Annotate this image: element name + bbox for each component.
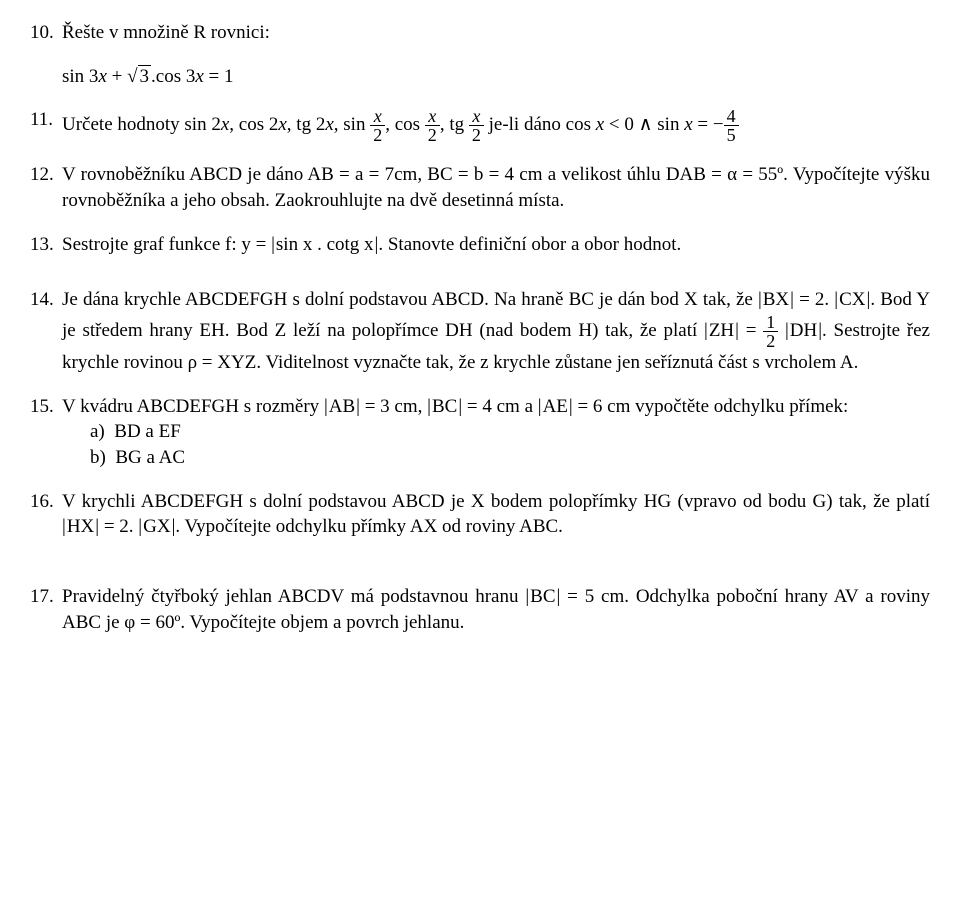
text: V krychli ABCDEFGH s dolní podstavou ABC…: [62, 491, 930, 512]
problem-content: Je dána krychle ABCDEFGH s dolní podstav…: [62, 287, 930, 375]
text: sin 2: [184, 114, 220, 135]
eq-part: = 1: [204, 66, 234, 87]
text: =: [739, 320, 763, 341]
text: je-li dáno: [484, 114, 566, 135]
sub-text: BG a AC: [115, 447, 185, 468]
problem-17: 17. Pravidelný čtyřboký jehlan ABCDV má …: [30, 584, 930, 635]
text: Pravidelný čtyřboký jehlan ABCDV má pods…: [62, 586, 525, 607]
abs-content: AE: [542, 396, 569, 417]
eq-part: +: [107, 66, 127, 87]
text: , tg 2: [287, 114, 326, 135]
problem-number: 13.: [30, 232, 62, 258]
problem-content: Sestrojte graf funkce f: y = |sin x . co…: [62, 232, 930, 258]
var: x: [278, 114, 286, 135]
problem-content: V krychli ABCDEFGH s dolní podstavou ABC…: [62, 489, 930, 540]
problem-14: 14. Je dána krychle ABCDEFGH s dolní pod…: [30, 287, 930, 375]
frac-bot: 2: [370, 126, 385, 144]
sub-text: BD a EF: [114, 421, 181, 442]
fraction: x2: [469, 107, 484, 144]
problem-13: 13. Sestrojte graf funkce f: y = |sin x …: [30, 232, 930, 258]
abs-content: BX: [762, 289, 790, 310]
problem-content: Pravidelný čtyřboký jehlan ABCDV má pods…: [62, 584, 930, 635]
sqrt: 3: [127, 64, 151, 90]
text: , cos: [385, 114, 425, 135]
abs-content: BC: [431, 396, 458, 417]
text: , sin: [334, 114, 370, 135]
problem-11: 11. Určete hodnoty sin 2x, cos 2x, tg 2x…: [30, 107, 930, 144]
frac-bot: 5: [724, 126, 739, 144]
var: x: [325, 114, 333, 135]
var: x: [596, 114, 604, 135]
eq-part: .cos 3: [151, 66, 195, 87]
frac-top: 4: [724, 107, 739, 126]
text: < 0 ∧ sin: [604, 114, 684, 135]
fraction: x2: [425, 107, 440, 144]
frac-top: x: [469, 107, 484, 126]
eq-part: sin 3: [62, 66, 98, 87]
eq-var: x: [195, 66, 203, 87]
problem-number: 12.: [30, 162, 62, 213]
sub-item-b: b) BG a AC: [90, 445, 930, 471]
frac-top: 1: [763, 313, 778, 332]
abs-content: CX: [838, 289, 866, 310]
problem-text: V rovnoběžníku ABCD je dáno AB = a = 7cm…: [62, 162, 930, 213]
problem-number: 17.: [30, 584, 62, 635]
eq-var: x: [98, 66, 106, 87]
abs-content: HX: [66, 516, 95, 537]
problem-number: 11.: [30, 107, 62, 144]
abs-content: BC: [529, 586, 556, 607]
text: = −: [693, 114, 724, 135]
sub-label: b): [90, 447, 106, 468]
problem-15: 15. V kvádru ABCDEFGH s rozměry |AB| = 3…: [30, 394, 930, 471]
frac-bot: 2: [425, 126, 440, 144]
text: . Vypočítejte odchylku přímky AX od rovi…: [175, 516, 563, 537]
text: Sestrojte graf funkce f: y =: [62, 234, 271, 255]
text: = 3 cm,: [360, 396, 427, 417]
text: = 4 cm a: [462, 396, 538, 417]
text: , tg: [440, 114, 469, 135]
text: Určete hodnoty: [62, 114, 184, 135]
fraction: x2: [370, 107, 385, 144]
text: , cos 2: [229, 114, 278, 135]
problem-number: 16.: [30, 489, 62, 540]
problem-12: 12. V rovnoběžníku ABCD je dáno AB = a =…: [30, 162, 930, 213]
problem-number: 14.: [30, 287, 62, 375]
fraction: 12: [763, 313, 778, 350]
sub-item-a: a) BD a EF: [90, 419, 930, 445]
problem-text: Řešte v množině R rovnici:: [62, 20, 930, 46]
frac-bot: 2: [763, 332, 778, 350]
var: x: [684, 114, 692, 135]
text: V kvádru ABCDEFGH s rozměry: [62, 396, 324, 417]
text: = 2.: [99, 516, 138, 537]
radicand: 3: [138, 65, 152, 87]
text: = 6 cm vypočtěte odchylku přímek:: [573, 396, 849, 417]
abs-content: AB: [328, 396, 356, 417]
frac-bot: 2: [469, 126, 484, 144]
fraction: 45: [724, 107, 739, 144]
abs-content: ZH: [708, 320, 735, 341]
text: cos: [566, 114, 596, 135]
abs-content: sin x . cotg x: [275, 234, 375, 255]
abs-content: GX: [142, 516, 171, 537]
text: = 2.: [794, 289, 834, 310]
text: . Stanovte definiční obor a obor hodnot.: [378, 234, 681, 255]
problem-number: 15.: [30, 394, 62, 471]
problem-content: V kvádru ABCDEFGH s rozměry |AB| = 3 cm,…: [62, 394, 930, 471]
problem-10: 10. Řešte v množině R rovnici:: [30, 20, 930, 46]
text: Je dána krychle ABCDEFGH s dolní podstav…: [62, 289, 758, 310]
sub-label: a): [90, 421, 105, 442]
abs-content: DH: [789, 320, 818, 341]
problem-content: Určete hodnoty sin 2x, cos 2x, tg 2x, si…: [62, 107, 930, 144]
frac-top: x: [425, 107, 440, 126]
frac-top: x: [370, 107, 385, 126]
problem-10-equation: sin 3x + 3.cos 3x = 1: [62, 64, 930, 90]
problem-number: 10.: [30, 20, 62, 46]
problem-16: 16. V krychli ABCDEFGH s dolní podstavou…: [30, 489, 930, 540]
